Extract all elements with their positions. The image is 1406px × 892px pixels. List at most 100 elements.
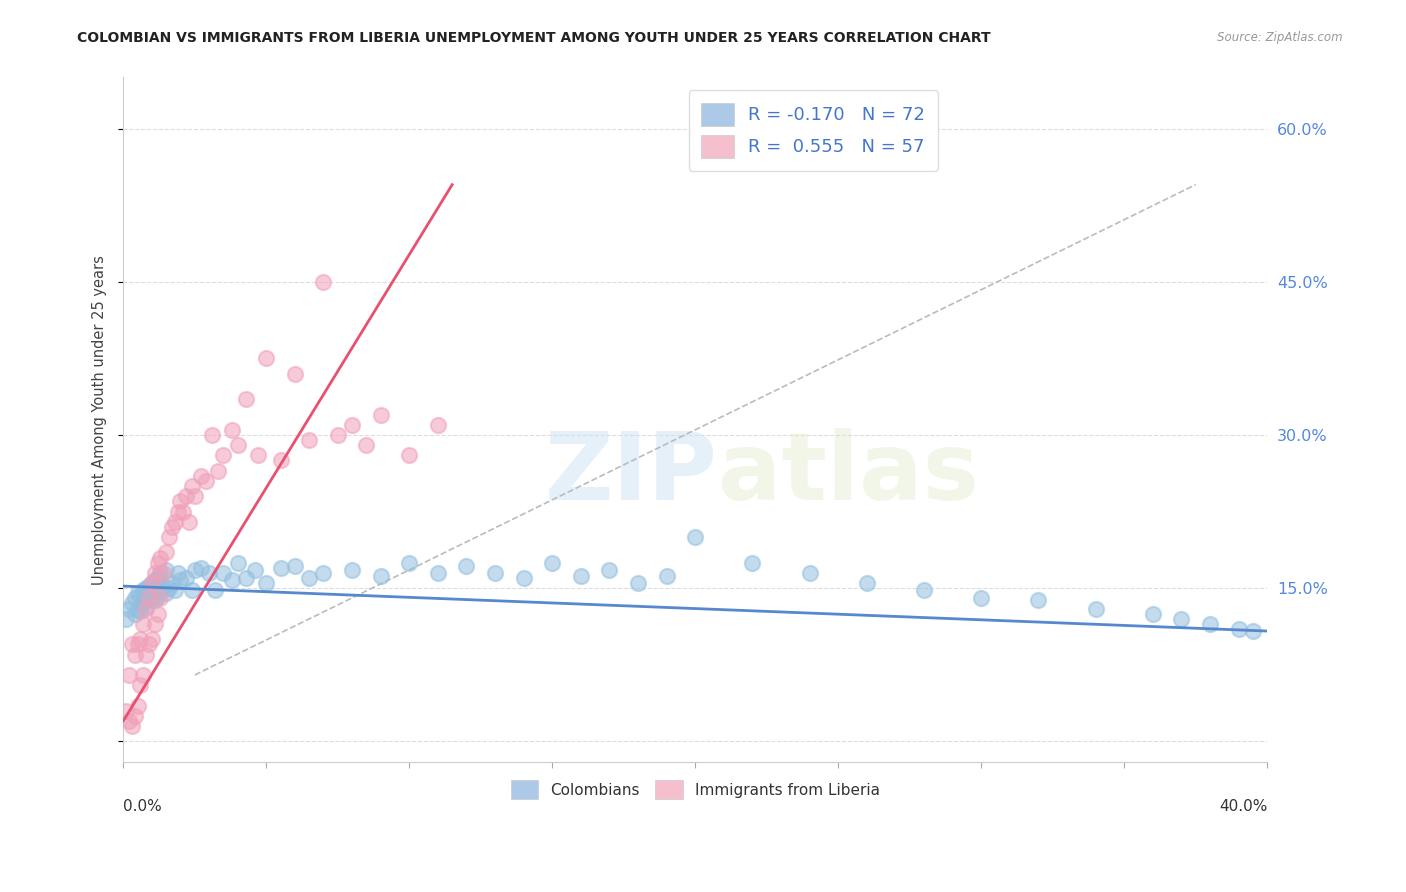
Point <box>129 604 152 618</box>
Point <box>970 591 993 606</box>
Point <box>155 563 177 577</box>
Text: COLOMBIAN VS IMMIGRANTS FROM LIBERIA UNEMPLOYMENT AMONG YOUTH UNDER 25 YEARS COR: COLOMBIAN VS IMMIGRANTS FROM LIBERIA UNE… <box>77 31 991 45</box>
Point <box>1028 593 1050 607</box>
Point <box>226 438 249 452</box>
Point <box>138 637 160 651</box>
Point <box>152 579 174 593</box>
Text: atlas: atlas <box>718 428 979 520</box>
Point <box>370 569 392 583</box>
Point <box>207 464 229 478</box>
Point <box>149 566 172 580</box>
Point <box>163 515 186 529</box>
Point <box>270 453 292 467</box>
Point <box>115 612 138 626</box>
Point <box>157 530 180 544</box>
Point <box>655 569 678 583</box>
Point <box>212 448 235 462</box>
Point <box>146 556 169 570</box>
Point <box>512 571 534 585</box>
Point <box>370 408 392 422</box>
Point <box>627 576 650 591</box>
Point <box>124 591 146 606</box>
Text: Source: ZipAtlas.com: Source: ZipAtlas.com <box>1218 31 1343 45</box>
Point <box>340 563 363 577</box>
Point <box>149 550 172 565</box>
Point <box>132 583 155 598</box>
Point <box>174 489 197 503</box>
Point <box>138 591 160 606</box>
Text: 0.0%: 0.0% <box>124 799 162 814</box>
Point <box>204 583 226 598</box>
Point <box>181 479 204 493</box>
Point <box>127 586 149 600</box>
Point <box>270 560 292 574</box>
Point <box>683 530 706 544</box>
Point <box>598 563 620 577</box>
Point <box>146 571 169 585</box>
Point <box>284 367 307 381</box>
Point <box>190 560 212 574</box>
Point <box>149 591 172 606</box>
Point <box>1241 624 1264 638</box>
Point <box>340 417 363 432</box>
Point <box>124 708 146 723</box>
Point <box>135 648 157 662</box>
Point <box>115 704 138 718</box>
Point <box>298 433 321 447</box>
Point <box>121 719 143 733</box>
Point <box>146 590 169 604</box>
Point <box>157 581 180 595</box>
Point <box>212 566 235 580</box>
Point <box>169 573 191 587</box>
Point <box>127 698 149 713</box>
Point <box>177 515 200 529</box>
Point <box>298 571 321 585</box>
Point <box>143 566 166 580</box>
Point <box>124 607 146 621</box>
Point <box>129 590 152 604</box>
Point <box>284 558 307 573</box>
Point <box>912 583 935 598</box>
Point <box>118 714 141 728</box>
Point <box>184 489 207 503</box>
Point <box>127 601 149 615</box>
Point <box>398 556 420 570</box>
Point <box>141 576 163 591</box>
Point <box>426 566 449 580</box>
Text: ZIP: ZIP <box>546 428 718 520</box>
Point <box>146 607 169 621</box>
Point <box>141 632 163 647</box>
Point <box>1227 622 1250 636</box>
Point <box>132 616 155 631</box>
Point <box>569 569 592 583</box>
Point <box>166 566 188 580</box>
Point <box>184 563 207 577</box>
Point <box>163 583 186 598</box>
Point <box>138 593 160 607</box>
Point <box>155 586 177 600</box>
Point <box>143 573 166 587</box>
Point <box>121 637 143 651</box>
Point <box>118 668 141 682</box>
Point <box>254 351 277 366</box>
Point <box>235 571 257 585</box>
Point <box>855 576 877 591</box>
Point <box>426 417 449 432</box>
Point <box>201 428 224 442</box>
Point <box>221 423 243 437</box>
Point <box>243 563 266 577</box>
Point <box>135 581 157 595</box>
Point <box>132 668 155 682</box>
Point <box>326 428 349 442</box>
Point <box>127 637 149 651</box>
Point <box>235 392 257 407</box>
Point <box>1142 607 1164 621</box>
Legend: Colombians, Immigrants from Liberia: Colombians, Immigrants from Liberia <box>505 773 886 805</box>
Point <box>160 576 183 591</box>
Point <box>226 556 249 570</box>
Point <box>141 591 163 606</box>
Point <box>172 504 194 518</box>
Point <box>138 579 160 593</box>
Point <box>356 438 378 452</box>
Point <box>149 583 172 598</box>
